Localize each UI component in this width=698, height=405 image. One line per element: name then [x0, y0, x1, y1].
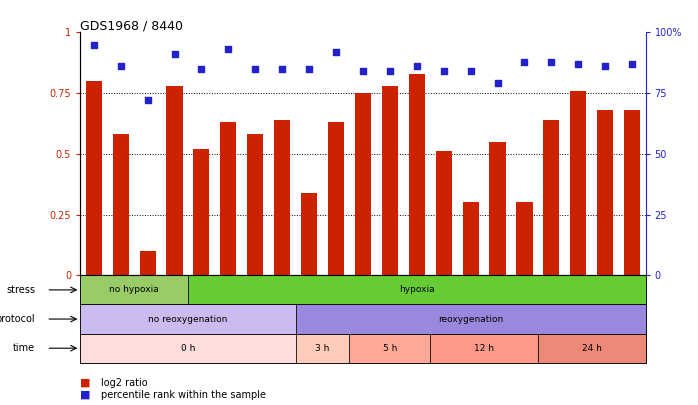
Bar: [274, 120, 290, 275]
Text: percentile rank within the sample: percentile rank within the sample: [101, 390, 266, 400]
Point: [223, 46, 234, 53]
Point: [573, 61, 584, 67]
Point: [330, 49, 341, 55]
Bar: [436, 151, 452, 275]
Text: ■: ■: [80, 378, 91, 388]
Text: log2 ratio: log2 ratio: [101, 378, 148, 388]
Bar: [517, 202, 533, 275]
Text: 5 h: 5 h: [383, 344, 397, 353]
Point: [546, 58, 557, 65]
Text: 0 h: 0 h: [181, 344, 195, 353]
Bar: [193, 149, 209, 275]
Bar: [166, 86, 183, 275]
Bar: [624, 110, 640, 275]
Point: [492, 80, 503, 87]
Text: protocol: protocol: [0, 314, 35, 324]
Point: [627, 61, 638, 67]
Bar: [221, 122, 237, 275]
Point: [438, 68, 450, 75]
Bar: [301, 193, 317, 275]
Bar: [296, 334, 350, 363]
Text: 3 h: 3 h: [315, 344, 329, 353]
Bar: [80, 334, 296, 363]
Text: stress: stress: [6, 285, 35, 295]
Bar: [355, 93, 371, 275]
Point: [411, 63, 422, 70]
Point: [465, 68, 476, 75]
Text: ■: ■: [80, 390, 91, 400]
Bar: [430, 334, 538, 363]
Bar: [80, 275, 188, 305]
Text: 24 h: 24 h: [582, 344, 602, 353]
Bar: [247, 134, 263, 275]
Point: [142, 97, 153, 104]
Point: [169, 51, 180, 58]
Bar: [570, 91, 586, 275]
Text: hypoxia: hypoxia: [399, 286, 435, 294]
Point: [276, 66, 288, 72]
Text: GDS1968 / 8440: GDS1968 / 8440: [80, 19, 184, 32]
Bar: [350, 334, 430, 363]
Text: no hypoxia: no hypoxia: [110, 286, 159, 294]
Bar: [597, 110, 614, 275]
Bar: [86, 81, 102, 275]
Point: [250, 66, 261, 72]
Text: no reoxygenation: no reoxygenation: [148, 315, 228, 324]
Point: [304, 66, 315, 72]
Point: [88, 41, 99, 48]
Bar: [296, 305, 646, 334]
Text: time: time: [13, 343, 35, 353]
Bar: [543, 120, 560, 275]
Text: reoxygenation: reoxygenation: [438, 315, 503, 324]
Point: [196, 66, 207, 72]
Point: [357, 68, 369, 75]
Bar: [382, 86, 398, 275]
Bar: [140, 251, 156, 275]
Bar: [538, 334, 646, 363]
Point: [519, 58, 530, 65]
Point: [385, 68, 396, 75]
Bar: [463, 202, 479, 275]
Point: [600, 63, 611, 70]
Bar: [328, 122, 344, 275]
Point: [115, 63, 126, 70]
Bar: [80, 305, 296, 334]
Text: 12 h: 12 h: [474, 344, 494, 353]
Bar: [409, 74, 425, 275]
Bar: [489, 142, 505, 275]
Bar: [188, 275, 646, 305]
Bar: [112, 134, 128, 275]
